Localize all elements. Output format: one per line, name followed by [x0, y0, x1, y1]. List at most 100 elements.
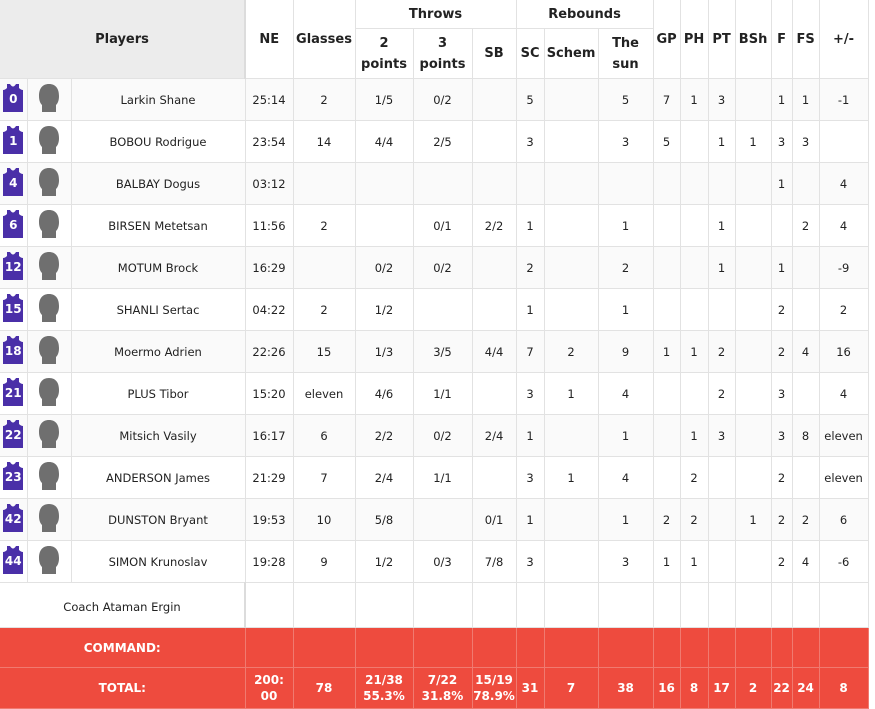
header-sb[interactable]: SB [472, 28, 517, 79]
stat-glasses: 2 [293, 204, 356, 247]
header-the-sun[interactable]: The sun [598, 28, 654, 79]
stat-sc: 2 [516, 246, 545, 289]
jersey-icon: 12 [3, 252, 24, 280]
stat-bsh: 1 [735, 498, 772, 541]
jersey-icon: 42 [3, 504, 24, 532]
total-2-points: 21/38 55.3% [355, 667, 414, 709]
stat-plus-minus: 4 [819, 372, 869, 415]
stat-sb [472, 78, 517, 121]
stat-2-points: 1/2 [355, 540, 414, 583]
header-3-points[interactable]: 3 points [413, 28, 473, 79]
stat-f: 1 [771, 78, 793, 121]
player-name[interactable]: BOBOU Rodrigue [71, 120, 246, 163]
stat-sun [598, 162, 654, 205]
header-ph[interactable]: PH [680, 0, 709, 79]
jersey-icon: 23 [3, 462, 24, 490]
stat-3-points: 0/3 [413, 540, 473, 583]
stat-2-points: 2/2 [355, 414, 414, 457]
player-name[interactable]: BALBAY Dogus [71, 162, 246, 205]
stat-3-points: 0/1 [413, 204, 473, 247]
player-avatar-icon [39, 420, 59, 448]
stat-ph: 1 [680, 78, 709, 121]
header-2-points[interactable]: 2 points [355, 28, 414, 79]
stat-plus-minus: -9 [819, 246, 869, 289]
avatar-cell [27, 414, 72, 457]
stat-schem [544, 204, 599, 247]
header-pt[interactable]: PT [708, 0, 736, 79]
stat-ne: 21:29 [245, 456, 294, 499]
player-name[interactable]: ANDERSON James [71, 456, 246, 499]
header-plus-minus[interactable]: +/- [819, 0, 869, 79]
total-3-points: 7/22 31.8% [413, 667, 473, 709]
jersey-number: 1 [9, 134, 18, 148]
player-avatar-icon [39, 294, 59, 322]
stat-sc: 3 [516, 540, 545, 583]
player-name[interactable]: MOTUM Brock [71, 246, 246, 289]
player-row: 42 DUNSTON Bryant 19:53 10 5/8 0/1 1 1 2 2 1 2 2 6 [0, 498, 869, 541]
header-ne[interactable]: NE [245, 0, 294, 79]
stat-2-points [355, 162, 414, 205]
player-name[interactable]: SHANLI Sertac [71, 288, 246, 331]
header-sc[interactable]: SC [516, 28, 545, 79]
header-bsh[interactable]: BSh [735, 0, 772, 79]
stat-plus-minus [819, 120, 869, 163]
stat-ph: 2 [680, 498, 709, 541]
player-name[interactable]: Moermo Adrien [71, 330, 246, 373]
jersey-icon: 22 [3, 420, 24, 448]
stat-fs [792, 288, 820, 331]
header-gp[interactable]: GP [653, 0, 681, 79]
header-fs[interactable]: FS [792, 0, 820, 79]
total-gp: 16 [653, 667, 681, 709]
player-row: 1 BOBOU Rodrigue 23:54 14 4/4 2/5 3 3 5 1 1 3 3 [0, 120, 869, 163]
player-row: 0 Larkin Shane 25:14 2 1/5 0/2 5 5 7 1 3 1 1 -1 [0, 78, 869, 121]
jersey-number: 23 [4, 470, 22, 484]
coach-name[interactable]: Ataman Ergin [102, 600, 181, 614]
stat-sb: 2/4 [472, 414, 517, 457]
stat-3-points: 3/5 [413, 330, 473, 373]
stat-gp: 5 [653, 120, 681, 163]
stat-ne: 16:17 [245, 414, 294, 457]
stat-glasses: 14 [293, 120, 356, 163]
header-rebounds: Rebounds [516, 0, 654, 29]
stat-pt: 3 [708, 78, 736, 121]
header-schem[interactable]: Schem [544, 28, 599, 79]
stat-sc: 1 [516, 498, 545, 541]
stat-ph: 1 [680, 540, 709, 583]
jersey-number: 4 [9, 176, 18, 190]
stat-ph [680, 162, 709, 205]
stat-ph: 1 [680, 414, 709, 457]
header-glasses[interactable]: Glasses [293, 0, 356, 79]
stat-pt: 2 [708, 372, 736, 415]
player-name[interactable]: Mitsich Vasily [71, 414, 246, 457]
player-name[interactable]: Larkin Shane [71, 78, 246, 121]
stat-schem [544, 246, 599, 289]
stat-bsh: 1 [735, 120, 772, 163]
stat-bsh [735, 540, 772, 583]
stat-2-points: 4/6 [355, 372, 414, 415]
stat-f: 1 [771, 246, 793, 289]
stat-3-points: 1/1 [413, 372, 473, 415]
player-name[interactable]: DUNSTON Bryant [71, 498, 246, 541]
header-f[interactable]: F [771, 0, 793, 79]
stat-plus-minus: 4 [819, 162, 869, 205]
jersey-number: 44 [4, 554, 22, 568]
jersey-icon: 21 [3, 378, 24, 406]
player-name[interactable]: BIRSEN Metetsan [71, 204, 246, 247]
stat-plus-minus: -6 [819, 540, 869, 583]
stat-pt: 1 [708, 204, 736, 247]
jersey-number: 21 [4, 386, 22, 400]
player-row: 18 Moermo Adrien 22:26 15 1/3 3/5 4/4 7 2 9 1 1 2 2 4 1… [0, 330, 869, 373]
stat-f: 2 [771, 288, 793, 331]
stat-schem: 2 [544, 330, 599, 373]
stat-gp [653, 456, 681, 499]
stat-plus-minus: 6 [819, 498, 869, 541]
player-name[interactable]: PLUS Tibor [71, 372, 246, 415]
player-avatar-icon [39, 462, 59, 490]
stat-2-points: 2/4 [355, 456, 414, 499]
player-name[interactable]: SIMON Krunoslav [71, 540, 246, 583]
header-players[interactable]: Players [0, 0, 246, 79]
stat-fs: 2 [792, 204, 820, 247]
player-avatar-icon [39, 378, 59, 406]
stat-ph [680, 120, 709, 163]
